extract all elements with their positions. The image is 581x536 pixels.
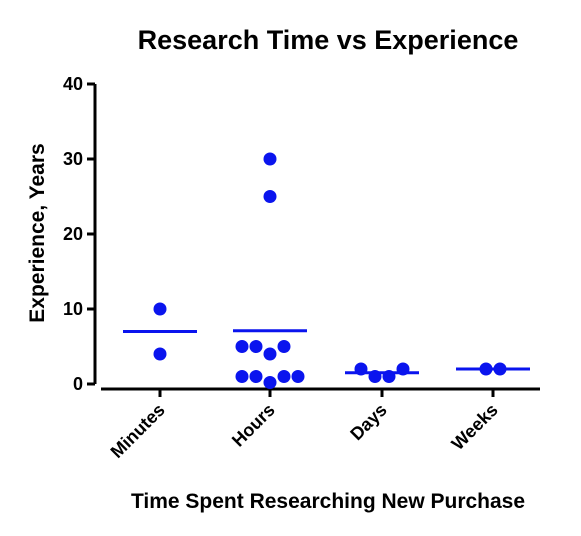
data-point-hours-6	[235, 370, 249, 383]
x-tick-label-hours: Hours	[228, 400, 279, 451]
x-tick-label-weeks: Weeks	[448, 400, 502, 454]
y-tick-label-0: 0	[73, 374, 83, 394]
data-point-weeks-0	[479, 362, 493, 376]
data-point-hours-9	[277, 370, 291, 383]
data-point-hours-5	[277, 340, 291, 353]
data-point-minutes-1	[153, 347, 167, 361]
x-axis-label: Time Spent Researching New Purchase	[131, 490, 525, 513]
data-point-hours-2	[235, 340, 249, 353]
data-point-hours-4	[263, 347, 277, 361]
data-point-hours-3	[249, 340, 263, 353]
chart-title: Research Time vs Experience	[138, 25, 519, 55]
data-point-hours-1	[263, 190, 277, 203]
data-point-hours-7	[249, 370, 263, 383]
data-point-days-0	[354, 362, 368, 376]
data-point-hours-0	[263, 152, 277, 166]
y-tick-label-40: 40	[63, 74, 83, 94]
y-tick-label-20: 20	[63, 224, 83, 244]
data-point-hours-10	[291, 370, 305, 383]
data-point-weeks-1	[493, 362, 507, 376]
x-tick-label-minutes: Minutes	[107, 400, 169, 462]
y-axis-label: Experience, Years	[26, 143, 49, 322]
data-point-days-2	[382, 370, 396, 383]
plot-area: 0 10 20 30 40 Minutes Hours Days Weeks	[63, 74, 540, 462]
data-point-days-1	[368, 370, 382, 383]
y-tick-label-30: 30	[63, 149, 83, 169]
data-point-days-3	[396, 362, 410, 376]
x-tick-label-days: Days	[346, 400, 391, 445]
y-tick-label-10: 10	[63, 299, 83, 319]
data-point-minutes-0	[153, 302, 167, 316]
data-point-hours-8	[263, 376, 277, 389]
